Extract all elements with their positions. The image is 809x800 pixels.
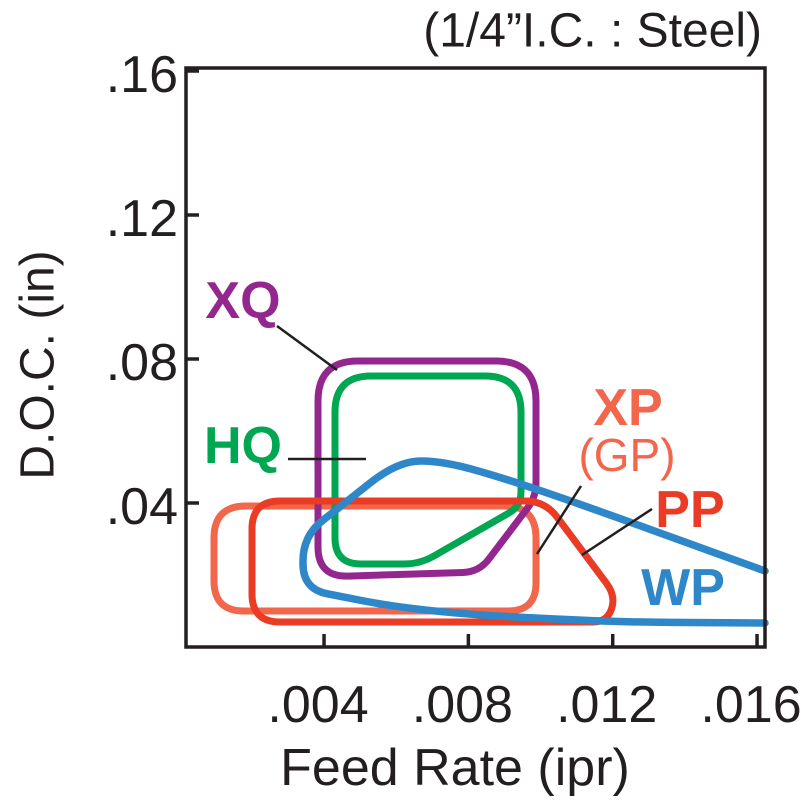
y-tick-label: .04 — [106, 478, 178, 536]
y-tick-label: .08 — [106, 334, 178, 392]
axis-layer: .004 .008 .012 .016 .04 .08 .12 .16 — [106, 46, 802, 734]
x-tick-label: .016 — [700, 676, 801, 734]
series-label-gp: (GP) — [578, 429, 675, 481]
y-axis-title: D.O.C. (in) — [12, 250, 65, 479]
region-xp-gp- — [210, 502, 540, 615]
y-tick-label: .12 — [106, 190, 178, 248]
x-tick-label: .008 — [412, 676, 513, 734]
x-tick-label: .012 — [556, 676, 657, 734]
region-pp — [248, 497, 617, 626]
series-label-xp: XP — [593, 379, 662, 437]
x-tick-label: .004 — [267, 676, 368, 734]
series-label-wp: WP — [641, 559, 725, 617]
series-label-hq: HQ — [204, 417, 282, 475]
regions-layer — [210, 357, 769, 627]
annotation-layer: XP(GP) XQ HQ PP WP — [204, 272, 725, 617]
region-hq — [331, 372, 525, 568]
series-label-xq: XQ — [205, 272, 280, 330]
chart-title: (1/4”I.C. : Steel) — [423, 5, 762, 58]
leader-line-xq — [276, 324, 338, 372]
x-axis-title: Feed Rate (ipr) — [280, 739, 630, 797]
region-wp — [299, 457, 769, 627]
series-label-pp: PP — [655, 481, 724, 539]
y-tick-label: .16 — [106, 46, 178, 104]
leader-line-xp-gp- — [535, 485, 583, 555]
region-xq — [314, 357, 540, 580]
leader-line-pp — [581, 507, 653, 557]
